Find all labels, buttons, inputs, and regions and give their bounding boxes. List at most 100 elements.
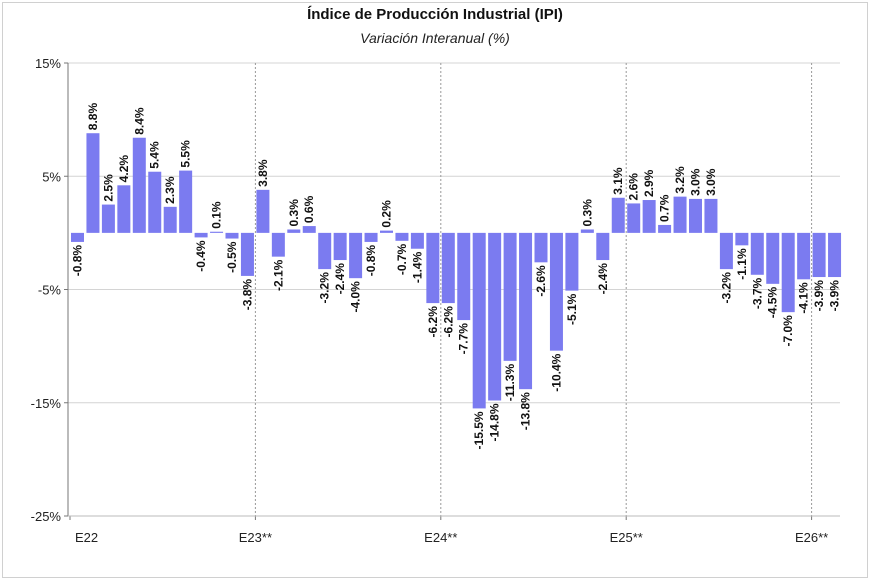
chart-subtitle: Variación Interanual (%) [360,30,510,46]
bar [225,232,239,239]
bar [71,232,84,242]
bar [410,232,424,249]
data-label: -5.1% [565,293,579,325]
bar [735,232,749,246]
data-label: 8.8% [86,103,100,131]
bar [194,232,208,238]
bar [101,204,115,233]
data-label: -6.2% [441,306,455,338]
data-label: -10.4% [549,353,563,391]
bar [580,229,594,233]
bar [596,232,610,261]
data-label: 0.3% [287,199,301,227]
bar [673,196,687,233]
data-label: -4.0% [349,281,363,313]
bar [271,232,285,257]
bar [627,203,641,233]
x-tick-label: E26** [795,530,828,545]
data-label: 3.0% [689,168,703,196]
bar [210,231,224,233]
bar [534,232,548,263]
x-tick-label: E22 [75,530,98,545]
data-label: 2.9% [642,169,656,197]
bar [179,170,193,233]
bar [797,232,811,280]
data-label: 0.3% [580,199,594,227]
bar [163,206,177,233]
bar [565,232,579,291]
bar [689,198,702,233]
bar [750,232,764,275]
data-label: -2.6% [534,265,548,297]
y-tick-label: -25% [31,509,62,524]
chart-title: Índice de Producción Industrial (IPI) [307,6,563,23]
data-label: 3.1% [611,167,625,195]
data-label: 5.5% [179,140,193,168]
data-label: -2.4% [596,263,610,295]
bar [132,137,146,233]
bar [488,232,502,401]
bar [611,197,625,233]
bar [549,232,563,351]
data-label: -11.3% [503,364,517,402]
x-tick-label: E25** [610,530,643,545]
data-label: -7.7% [457,323,471,355]
bar [117,185,131,233]
bar [642,200,656,233]
data-label: 2.5% [101,174,115,202]
data-label: -0.7% [395,243,409,275]
bar [766,232,780,284]
data-label: -7.0% [781,315,795,347]
data-label: -13.8% [519,392,533,430]
bar [658,224,672,233]
bar [503,232,517,361]
bar [828,232,842,278]
bar [148,171,162,233]
bar [86,133,100,233]
data-label: 2.6% [627,173,641,201]
bar [441,232,455,304]
data-label: 5.4% [148,141,162,169]
data-label: -0.4% [194,240,208,272]
data-label: -3.8% [240,279,254,311]
bar [318,232,332,270]
bar [287,229,301,233]
bar [704,198,718,233]
y-tick-label: 5% [42,169,61,184]
y-tick-label: -5% [38,283,62,298]
data-label: 3.0% [704,168,718,196]
data-label: -0.5% [225,241,239,273]
data-label: -4.1% [797,282,811,314]
bar [519,232,533,390]
y-tick-label: -15% [31,396,62,411]
data-label: -3.7% [750,277,764,309]
bar [812,232,826,278]
data-label: -3.2% [318,272,332,304]
data-label: -6.2% [426,306,440,338]
x-tick-label: E23** [239,530,272,545]
data-label: 0.2% [380,200,394,228]
data-label: -1.1% [735,248,749,280]
data-label: -2.1% [271,259,285,291]
data-label: -1.4% [410,251,424,283]
bar [256,189,270,233]
x-tick-label: E24** [424,530,457,545]
data-label: -14.8% [488,403,502,441]
data-label: 8.4% [132,107,146,135]
data-label: -15.5% [472,411,486,449]
bar [333,232,347,261]
y-tick-label: 15% [35,56,61,71]
data-label: 3.2% [673,166,687,194]
data-label: 0.6% [302,195,316,223]
data-label: -3.2% [719,272,733,304]
data-label: -3.9% [812,280,826,312]
data-label: 0.1% [210,201,224,229]
data-label: 2.3% [163,176,177,204]
data-label: 4.2% [117,155,131,183]
bar [380,230,393,233]
bar [302,226,316,233]
data-label: -2.4% [333,263,347,295]
bar [472,232,486,409]
bar [457,232,471,321]
